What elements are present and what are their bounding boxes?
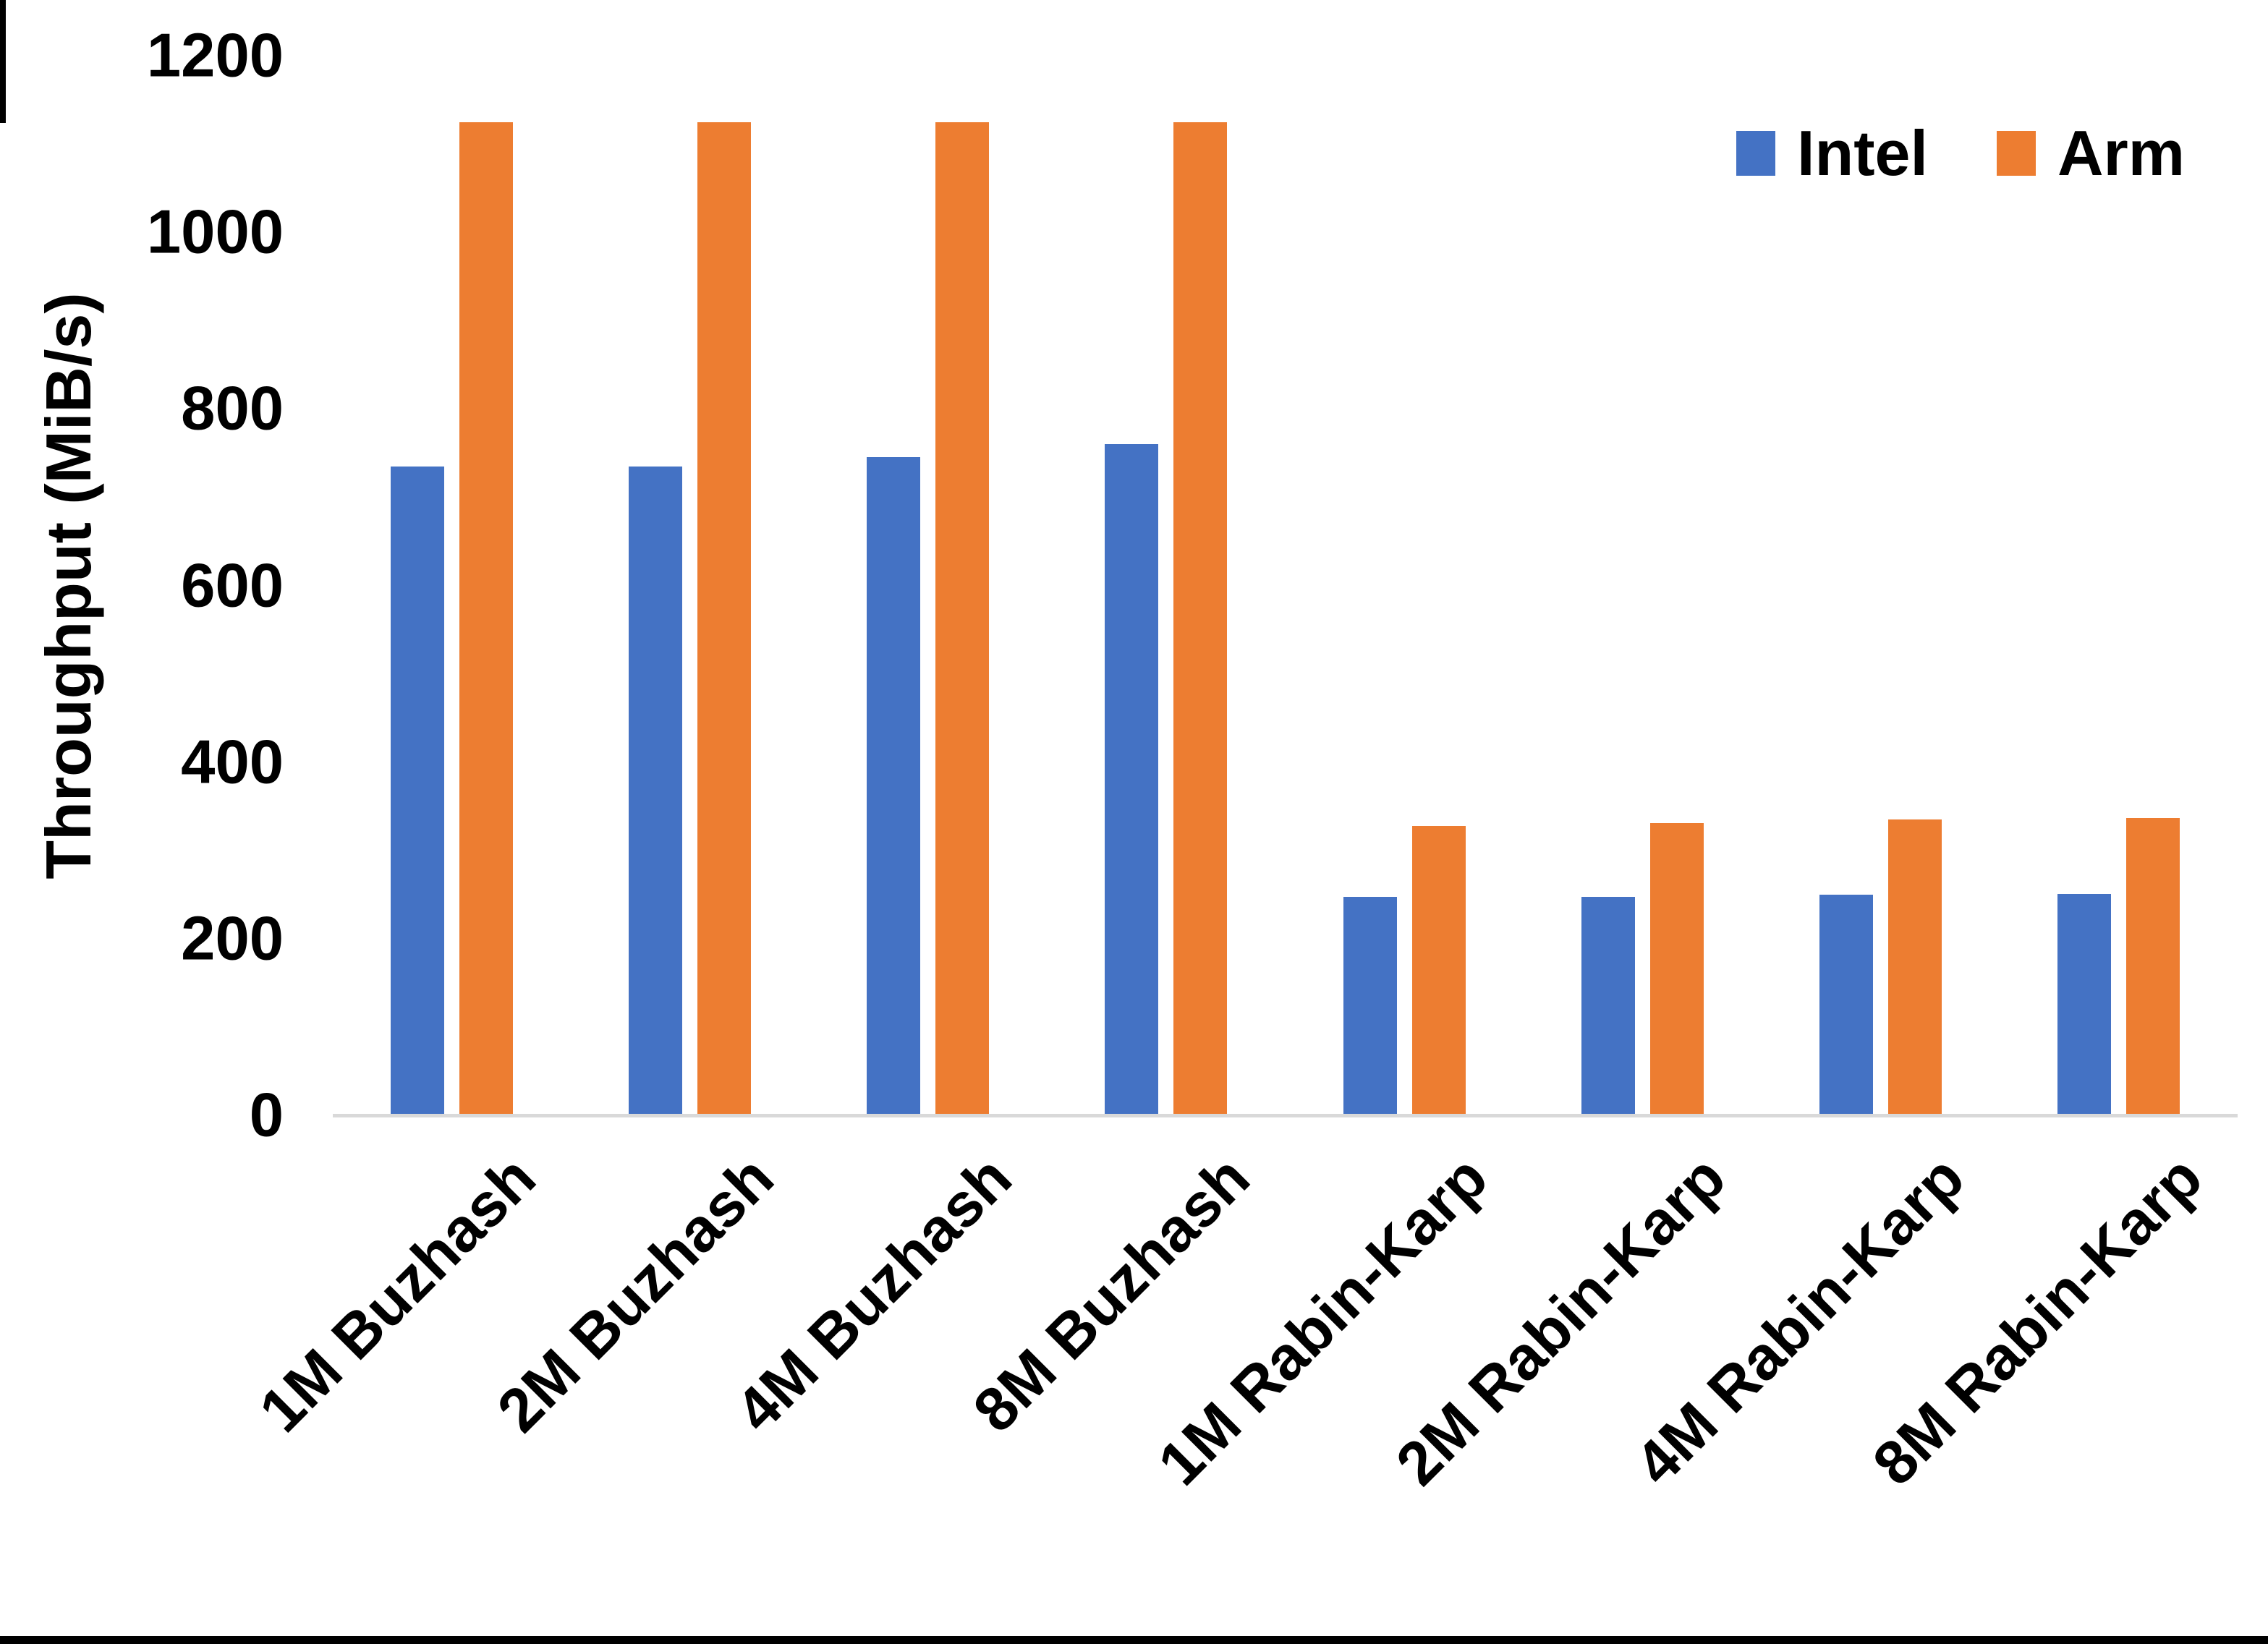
y-tick-label: 1200 [146,21,284,90]
bar-intel [1105,444,1159,1115]
y-tick-label: 200 [181,904,284,974]
legend-label: Intel [1797,117,1928,189]
category-column: 2M Buzhash [485,56,809,1445]
bar-intel [1819,894,1873,1115]
bottom-border [0,1636,2268,1644]
bar-intel [2057,893,2111,1115]
bar-intel [629,466,683,1115]
legend-swatch-intel [1736,131,1776,176]
left-edge-border [0,0,6,123]
legend-item-arm: Arm [1996,117,2185,189]
y-tick-label: 800 [181,374,284,443]
bar-arm [1411,825,1466,1115]
legend-swatch-arm [1996,131,2036,176]
y-tick-label: 600 [181,551,284,620]
category-column: 1M Rabin-Karp [1145,56,1524,1499]
bar-intel [867,457,921,1115]
bar-intel [1343,897,1397,1115]
category-column: 2M Rabin-Karp [1384,56,1762,1499]
bar-arm [935,122,990,1115]
legend-label: Arm [2057,117,2185,189]
bar-intel [391,466,445,1115]
category-column: 8M Buzhash [961,56,1285,1445]
bar-arm [1173,122,1228,1115]
y-tick-label: 1000 [146,197,284,267]
y-tick-label: 0 [249,1081,284,1150]
legend-item-intel: Intel [1736,122,1928,185]
category-column: 4M Rabin-Karp [1622,56,2000,1499]
category-column: 8M Rabin-Karp [1860,56,2238,1499]
bar-arm [2125,817,2180,1115]
category-column: 1M Buzhash [246,56,571,1445]
category-column: 4M Buzhash [723,56,1047,1445]
x-axis-line [333,1114,2238,1117]
legend: Intel Arm [1736,122,2185,185]
y-axis-tick-labels: 0 200 400 600 800 1000 1200 [0,25,289,1146]
bar-arm [1887,819,1942,1115]
plot-area: 1M Buzhash 2M Buzhash 4M Buzhash 8M Buzhash… [246,56,2238,1499]
y-tick-label: 400 [181,728,284,797]
bar-arm [697,122,752,1115]
bar-intel [1581,897,1635,1115]
bar-arm [459,122,514,1115]
bar-arm [1649,822,1704,1115]
